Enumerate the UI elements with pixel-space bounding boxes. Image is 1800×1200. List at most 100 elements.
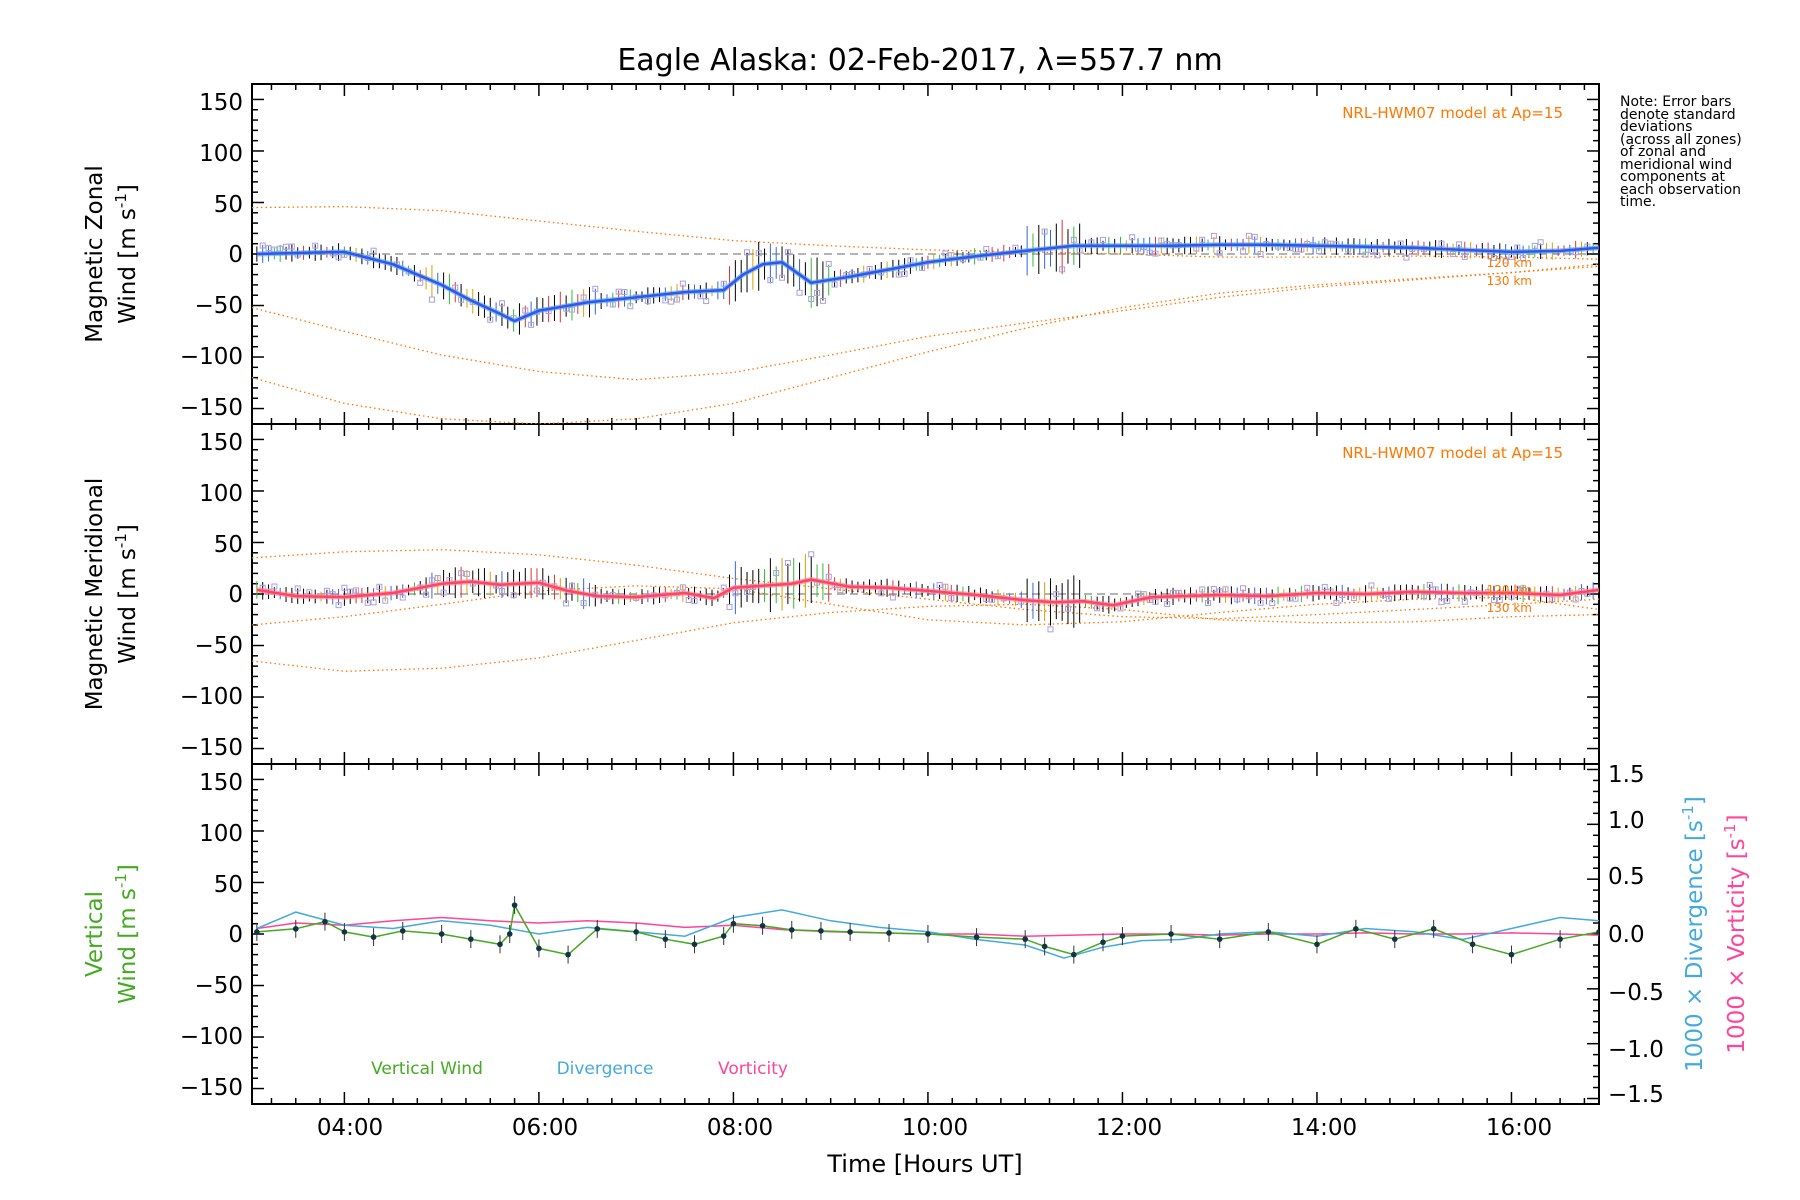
vertical-wind-point	[594, 926, 601, 932]
sample-point	[1216, 250, 1223, 257]
sample-point	[259, 242, 266, 249]
sample-point	[1374, 252, 1381, 259]
chart-title: Eagle Alaska: 02-Feb-2017, λ=557.7 nm	[617, 43, 1222, 78]
y-tick-label: −50	[194, 973, 243, 999]
legend-vertical-wind: Vertical Wind	[371, 1059, 483, 1079]
vertical-wind-point	[818, 928, 824, 934]
x-tick-label: 08:00	[707, 1115, 773, 1141]
sample-point	[1520, 254, 1527, 261]
sample-point	[1158, 237, 1165, 244]
zonal-model-km-120: 120 km	[1487, 256, 1532, 270]
vertical-wind-point	[1041, 943, 1048, 950]
vorticity-axis-label: 1000 × Vorticity [s-1]	[1721, 814, 1750, 1053]
sample-point	[1135, 590, 1142, 597]
sample-point	[440, 589, 447, 596]
sample-point	[498, 587, 505, 594]
sample-point	[744, 589, 751, 596]
sample-point	[382, 597, 389, 604]
y-tick-label: 150	[199, 430, 243, 456]
sample-point	[901, 270, 908, 277]
sample-point	[1444, 597, 1451, 604]
sample-point	[779, 274, 786, 281]
vertical-y-axis-label: Vertical Wind [m s-1]	[82, 864, 141, 1004]
meridional-model-label: NRL-HWM07 model at Ap=15	[1342, 444, 1563, 462]
sample-point	[755, 250, 762, 257]
sample-point	[1321, 583, 1328, 590]
sample-point	[784, 249, 791, 256]
error-bar-note: Note: Error bars denote standard deviati…	[1620, 94, 1742, 210]
vertical-wind-point	[973, 934, 980, 940]
vertical-wind-point	[1353, 926, 1359, 932]
sample-point	[283, 243, 290, 250]
sample-point	[1438, 599, 1445, 606]
vertical-plot-area	[254, 896, 1599, 964]
x-tick-label: 14:00	[1291, 1115, 1357, 1141]
y-tick-label: −150	[180, 1075, 243, 1101]
sample-point	[627, 303, 634, 310]
y-tick-label: −50	[194, 633, 243, 659]
sample-point	[1099, 236, 1106, 243]
sample-point	[1269, 600, 1276, 607]
sample-point	[1251, 233, 1258, 240]
sample-point	[662, 297, 669, 304]
sample-point	[1455, 241, 1462, 248]
y-tick-label: 100	[199, 821, 243, 847]
sample-point	[1368, 582, 1375, 589]
vertical-wind-point	[1100, 939, 1106, 946]
sample-point	[1572, 596, 1579, 603]
sample-point	[831, 281, 838, 288]
vertical-wind-point	[292, 926, 299, 932]
vertical-wind-point	[1391, 936, 1398, 942]
sample-point	[1362, 251, 1369, 258]
x-tick-label: 16:00	[1486, 1115, 1552, 1141]
vertical-wind-point	[788, 927, 795, 933]
sample-point	[1047, 626, 1054, 633]
sample-point	[1129, 234, 1136, 241]
sample-point	[825, 573, 832, 580]
y-tick-label: −150	[180, 395, 243, 421]
sample-point	[498, 300, 505, 307]
sample-point	[533, 587, 540, 594]
sample-point	[1461, 598, 1468, 605]
y-tick-label: −150	[180, 735, 243, 761]
meridional-model-km-130: 130 km	[1487, 601, 1532, 615]
sample-point	[1222, 586, 1229, 593]
sample-point	[679, 280, 686, 287]
sample-point	[428, 577, 435, 584]
model-line-model_120km	[252, 205, 1599, 260]
zonal-model-label: NRL-HWM07 model at Ap=15	[1342, 104, 1563, 122]
vertical-wind-point	[322, 918, 328, 925]
sample-point	[668, 298, 675, 305]
vertical-wind-point	[1022, 936, 1028, 942]
sample-point	[808, 295, 815, 302]
vertical-wind-point	[370, 934, 377, 940]
vertical-wind-point	[497, 941, 503, 948]
sample-point	[1053, 591, 1060, 598]
zonal-line	[256, 243, 1599, 323]
sample-point	[312, 242, 319, 249]
divergence-axis-label: 1000 × Divergence [s-1]	[1679, 796, 1708, 1072]
sample-point	[1490, 597, 1497, 604]
sample-point	[720, 584, 727, 591]
sample-point	[808, 551, 815, 558]
vertical-wind-point	[847, 929, 853, 935]
sample-point	[487, 316, 494, 323]
sample-point	[703, 298, 710, 305]
meridional-plot-area	[252, 549, 1599, 672]
vertical-wind-point	[730, 920, 737, 927]
legend-divergence: Divergence	[557, 1059, 654, 1079]
vertical-wind-point	[1119, 933, 1126, 939]
sample-point	[294, 585, 301, 592]
sample-point	[784, 559, 791, 566]
sample-point	[1257, 251, 1264, 258]
zonal-y-axis-label: Magnetic Zonal Wind [m s-1]	[82, 165, 141, 343]
vertical-wind-point	[1168, 931, 1174, 937]
vertical-wind-point	[1430, 926, 1437, 932]
sample-point	[1490, 254, 1497, 261]
sample-point	[271, 583, 278, 590]
sample-point	[1520, 585, 1527, 592]
vertical-wind-point	[468, 936, 474, 942]
sample-point	[1333, 599, 1340, 606]
y2-tick-label: 0.0	[1608, 922, 1645, 948]
sample-point	[423, 591, 430, 598]
